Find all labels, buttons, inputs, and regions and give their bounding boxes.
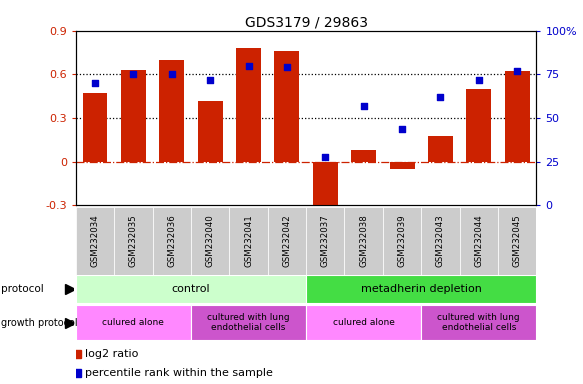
Bar — [153, 207, 191, 275]
Point — [512, 68, 522, 74]
Point — [205, 76, 215, 83]
Text: cultured with lung
endothelial cells: cultured with lung endothelial cells — [437, 313, 520, 332]
Bar — [76, 207, 114, 275]
Bar — [191, 207, 229, 275]
Point — [244, 63, 253, 69]
Text: control: control — [171, 284, 210, 294]
Bar — [76, 275, 306, 303]
Bar — [306, 207, 345, 275]
Text: log2 ratio: log2 ratio — [86, 349, 139, 359]
Point — [321, 154, 330, 160]
Bar — [428, 136, 453, 162]
Bar — [114, 207, 153, 275]
Text: metadherin depletion: metadherin depletion — [361, 284, 482, 294]
Text: GSM232043: GSM232043 — [436, 215, 445, 267]
Bar — [83, 93, 107, 162]
Bar — [121, 70, 146, 162]
Title: GDS3179 / 29863: GDS3179 / 29863 — [245, 16, 367, 30]
Text: GSM232039: GSM232039 — [398, 215, 406, 267]
Bar — [421, 207, 459, 275]
Text: GSM232034: GSM232034 — [90, 215, 100, 267]
Text: culured alone: culured alone — [333, 318, 395, 327]
Bar — [76, 305, 191, 340]
Bar — [351, 150, 376, 162]
Bar — [229, 207, 268, 275]
Text: cultured with lung
endothelial cells: cultured with lung endothelial cells — [207, 313, 290, 332]
Text: GSM232036: GSM232036 — [167, 215, 176, 267]
Point — [398, 126, 407, 132]
Bar — [505, 71, 529, 162]
Bar — [275, 51, 299, 162]
Bar — [198, 101, 223, 162]
Text: GSM232041: GSM232041 — [244, 215, 253, 267]
Text: GSM232040: GSM232040 — [206, 215, 215, 267]
Bar — [268, 207, 306, 275]
Text: GSM232042: GSM232042 — [282, 215, 292, 267]
Bar — [345, 207, 383, 275]
Text: percentile rank within the sample: percentile rank within the sample — [86, 368, 273, 378]
Bar — [306, 305, 421, 340]
Text: GSM232035: GSM232035 — [129, 215, 138, 267]
Bar — [306, 275, 536, 303]
Text: GSM232044: GSM232044 — [475, 215, 483, 267]
Text: GSM232037: GSM232037 — [321, 215, 330, 267]
Point — [129, 71, 138, 78]
Bar — [383, 207, 421, 275]
Text: growth protocol: growth protocol — [1, 318, 78, 328]
Bar — [466, 89, 491, 162]
Bar — [459, 207, 498, 275]
Bar — [191, 305, 306, 340]
Text: GSM232045: GSM232045 — [512, 215, 522, 267]
Bar — [498, 207, 536, 275]
Point — [167, 71, 177, 78]
Point — [90, 80, 100, 86]
Point — [282, 65, 292, 71]
Bar — [236, 48, 261, 162]
Bar — [313, 162, 338, 209]
Bar — [421, 305, 536, 340]
Point — [436, 94, 445, 100]
Text: protocol: protocol — [1, 284, 44, 294]
Point — [474, 76, 483, 83]
Bar — [159, 60, 184, 162]
Point — [359, 103, 368, 109]
Text: GSM232038: GSM232038 — [359, 215, 368, 267]
Bar — [389, 162, 415, 169]
Text: culured alone: culured alone — [103, 318, 164, 327]
